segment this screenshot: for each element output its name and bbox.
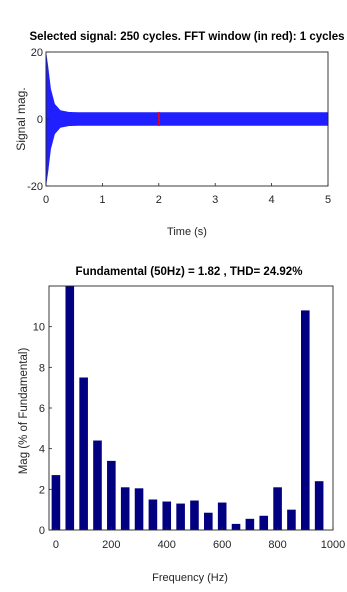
fft-y-tick-label: 10	[33, 322, 45, 334]
fft-chart-title: Fundamental (50Hz) = 1.82 , THD= 24.92%	[76, 266, 303, 278]
signal-plot-area	[45, 51, 329, 187]
fft-plot-area	[48, 285, 334, 531]
fft-bar	[93, 440, 102, 530]
signal-trace	[45, 53, 329, 185]
signal-chart: Selected signal: 250 cycles. FFT window …	[14, 31, 345, 238]
fft-bar	[162, 501, 172, 530]
fft-x-tick-label: 200	[102, 539, 120, 551]
fft-bar	[259, 515, 269, 530]
signal-y-ticks: 20 0 -20	[27, 47, 49, 193]
fft-x-tick-label: 400	[158, 539, 176, 551]
fft-x-ticks: 0 200 400 600 800 1000	[53, 527, 345, 551]
fft-bar	[231, 523, 241, 530]
signal-x-tick-label: 3	[212, 194, 218, 206]
fft-bar	[65, 286, 75, 530]
fft-bar	[176, 503, 185, 530]
signal-x-tick-label: 2	[156, 194, 162, 206]
signal-chart-title: Selected signal: 250 cycles. FFT window …	[29, 31, 344, 43]
signal-y-tick-label: 20	[31, 47, 43, 59]
fft-bars	[51, 286, 324, 530]
fft-bar	[245, 518, 255, 530]
signal-x-tick-label: 5	[325, 194, 331, 206]
fft-y-tick-label: 0	[39, 525, 45, 537]
fft-x-tick-label: 800	[268, 539, 286, 551]
fft-bar	[314, 481, 324, 530]
signal-x-tick-label: 4	[269, 194, 275, 206]
fft-y-tick-label: 8	[39, 362, 45, 374]
signal-x-tick-label: 1	[99, 194, 105, 206]
fft-y-axis-label: Mag (% of Fundamental)	[18, 348, 30, 475]
fft-x-tick-label: 0	[53, 539, 59, 551]
fft-bar	[107, 460, 116, 530]
signal-x-tick-label: 0	[43, 194, 49, 206]
signal-y-tick-label: 0	[37, 114, 43, 126]
signal-marks	[45, 53, 329, 185]
fft-plot-background	[49, 286, 333, 530]
fft-bar	[51, 475, 61, 530]
fft-chart: Fundamental (50Hz) = 1.82 , THD= 24.92% …	[18, 266, 345, 584]
fft-y-ticks: 0 2 4 6 8 10	[33, 322, 52, 537]
fft-y-tick-label: 2	[39, 484, 45, 496]
fft-bar	[134, 488, 144, 530]
signal-x-axis-label: Time (s)	[167, 226, 207, 238]
fft-x-tick-label: 600	[213, 539, 231, 551]
fft-bar	[204, 512, 213, 530]
fft-bar	[148, 499, 158, 530]
fft-x-tick-label: 1000	[321, 539, 345, 551]
fft-bar	[120, 487, 130, 530]
signal-x-ticks: 0 1 2 3 4 5	[43, 183, 331, 206]
fft-bar	[273, 487, 282, 530]
fft-bar	[79, 377, 88, 530]
fft-y-tick-label: 4	[39, 444, 45, 456]
fft-bar	[301, 310, 310, 530]
signal-y-tick-label: -20	[27, 181, 43, 193]
fft-bar	[217, 502, 227, 530]
fft-x-axis-label: Frequency (Hz)	[152, 572, 228, 584]
fft-y-tick-label: 6	[39, 403, 45, 415]
fft-bar	[190, 500, 199, 530]
fft-bar	[287, 509, 296, 530]
fft-window-highlight	[158, 111, 160, 127]
signal-y-axis-label: Signal mag.	[14, 87, 28, 150]
